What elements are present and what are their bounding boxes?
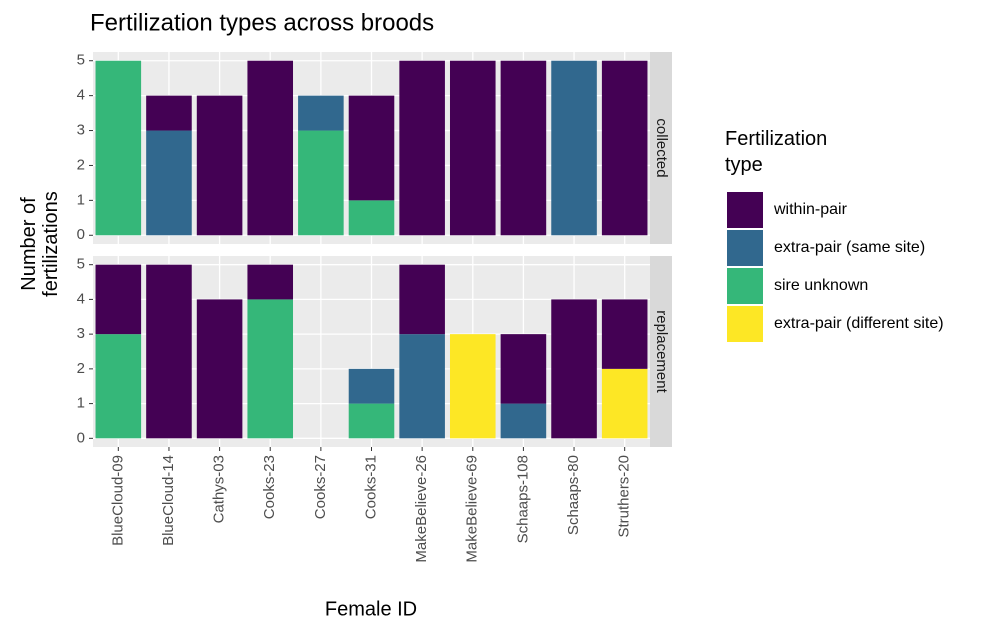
x-tick-label: Cooks-27 — [312, 455, 329, 519]
bar-segment — [551, 299, 597, 439]
bar-segment — [399, 264, 445, 335]
bar-segment — [500, 60, 547, 236]
x-tick-label: Struthers-20 — [616, 455, 633, 538]
bar-segment — [399, 60, 445, 236]
bar-segment — [146, 95, 192, 131]
x-tick-label: Schaaps-108 — [514, 455, 531, 543]
bar-segment — [348, 403, 395, 439]
bar-segment — [500, 403, 547, 439]
bar-segment — [247, 299, 294, 439]
x-tick-label: Cooks-23 — [261, 455, 278, 519]
facet-strip — [650, 52, 672, 244]
bar-segment — [399, 334, 445, 439]
bar-segment — [348, 95, 395, 201]
facet-label: replacement — [653, 310, 670, 393]
bar-segment — [298, 95, 344, 131]
x-tick-label: Cathys-03 — [211, 455, 228, 523]
bar-segment — [146, 264, 192, 439]
y-tick-label: 4 — [77, 290, 85, 307]
facet-label: collected — [653, 118, 670, 177]
bar-segment — [196, 95, 243, 236]
legend-label: extra-pair (same site) — [774, 239, 925, 256]
bar-segment — [146, 130, 192, 236]
legend-label: within-pair — [773, 201, 848, 218]
bar-segment — [601, 368, 648, 439]
bar-segment — [601, 60, 648, 236]
bar-segment — [95, 334, 142, 439]
chart-title: Fertilization types across broods — [90, 9, 434, 36]
y-tick-label: 5 — [77, 52, 85, 69]
legend-label: sire unknown — [774, 277, 868, 294]
y-tick-label: 2 — [77, 156, 85, 173]
legend-key — [727, 192, 763, 228]
bar-segment — [449, 334, 496, 439]
y-tick-label: 3 — [77, 325, 85, 342]
y-tick-label: 2 — [77, 360, 85, 377]
y-tick-label: 3 — [77, 122, 85, 139]
y-axis-label: Number of fertilizations — [18, 191, 62, 297]
legend-key — [727, 306, 763, 342]
bar-segment — [196, 299, 243, 439]
y-tick-label: 0 — [77, 429, 85, 446]
x-tick-label: BlueCloud-14 — [160, 455, 177, 546]
bar-segment — [348, 200, 395, 236]
bar-segment — [500, 334, 547, 404]
bar-segment — [449, 60, 496, 236]
bar-segment — [601, 299, 648, 369]
x-tick-label: Schaaps-80 — [565, 455, 582, 535]
bar-segment — [95, 60, 142, 236]
y-tick-label: 1 — [77, 191, 85, 208]
bar-segment — [247, 264, 294, 300]
bar-segment — [298, 130, 344, 236]
x-tick-label: MakeBelieve-69 — [464, 455, 481, 563]
bar-segment — [95, 264, 142, 335]
legend-title: Fertilization type — [725, 128, 828, 176]
x-tick-label: BlueCloud-09 — [109, 455, 126, 546]
facet-strip — [650, 256, 672, 447]
x-axis-label: Female ID — [325, 598, 417, 620]
y-tick-label: 0 — [77, 226, 85, 243]
legend-key — [727, 268, 763, 304]
bar-segment — [247, 60, 294, 236]
legend-label: extra-pair (different site) — [774, 315, 944, 332]
y-tick-label: 5 — [77, 256, 85, 273]
x-tick-label: MakeBelieve-26 — [413, 455, 430, 563]
y-tick-label: 4 — [77, 87, 85, 104]
y-tick-label: 1 — [77, 395, 85, 412]
bar-segment — [348, 368, 395, 404]
x-tick-label: Cooks-31 — [362, 455, 379, 519]
bar-segment — [551, 60, 597, 236]
legend-key — [727, 230, 763, 266]
